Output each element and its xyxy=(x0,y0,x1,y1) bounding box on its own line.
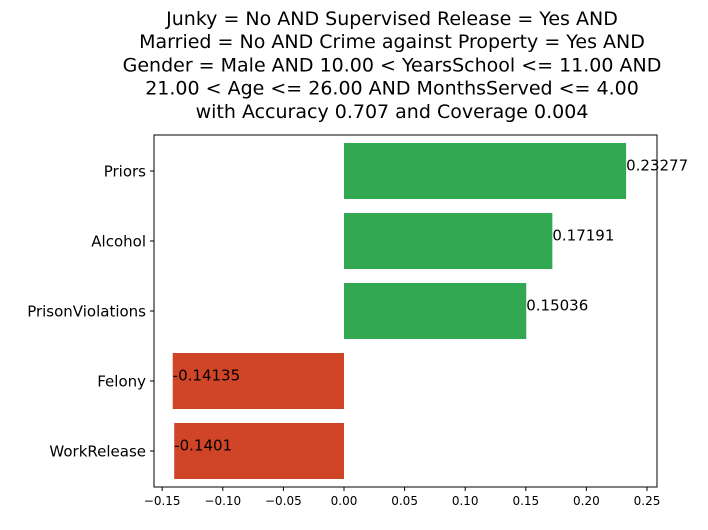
chart-title: Junky = No AND Supervised Release = Yes … xyxy=(123,8,662,123)
y-tick-label: PrisonViolations xyxy=(27,303,146,321)
bar-workrelease xyxy=(174,423,344,479)
y-tick-label: Priors xyxy=(104,163,146,181)
data-label: 0.15036 xyxy=(526,297,588,315)
x-tick-label: −0.05 xyxy=(265,494,302,508)
x-tick-label: 0.05 xyxy=(391,494,418,508)
data-label: -0.14135 xyxy=(173,367,240,385)
x-tick-label: −0.15 xyxy=(144,494,181,508)
bars xyxy=(172,143,627,479)
bar-prisonviolations xyxy=(344,283,527,339)
x-tick-label: −0.10 xyxy=(204,494,241,508)
x-tick-label: 0.25 xyxy=(634,494,661,508)
y-tick-label: Felony xyxy=(97,373,146,391)
y-tick-label: WorkRelease xyxy=(49,443,146,461)
data-label: 0.17191 xyxy=(552,227,614,245)
x-tick-label: 0.00 xyxy=(331,494,358,508)
data-label: -0.1401 xyxy=(174,437,232,455)
x-axis: −0.15 −0.10 −0.05 0.00 0.05 0.10 0.15 0.20 0.25 xyxy=(144,487,661,508)
title-line: Gender = Male AND 10.00 < YearsSchool <=… xyxy=(123,54,662,76)
title-line: Junky = No AND Supervised Release = Yes … xyxy=(165,8,618,30)
title-line: Married = No AND Crime against Property … xyxy=(139,31,645,53)
title-line: with Accuracy 0.707 and Coverage 0.004 xyxy=(196,101,589,123)
x-tick-label: 0.15 xyxy=(512,494,539,508)
x-tick-label: 0.10 xyxy=(452,494,479,508)
bar-priors xyxy=(344,143,627,199)
bar-alcohol xyxy=(344,213,553,269)
x-tick-label: 0.20 xyxy=(573,494,600,508)
y-axis: Priors Alcohol PrisonViolations Felony WorkR… xyxy=(27,163,154,461)
title-line: 21.00 < Age <= 26.00 AND MonthsServed <=… xyxy=(145,78,639,100)
y-tick-label: Alcohol xyxy=(91,233,146,251)
plot-frame xyxy=(153,134,658,488)
bar-felony xyxy=(172,353,344,409)
